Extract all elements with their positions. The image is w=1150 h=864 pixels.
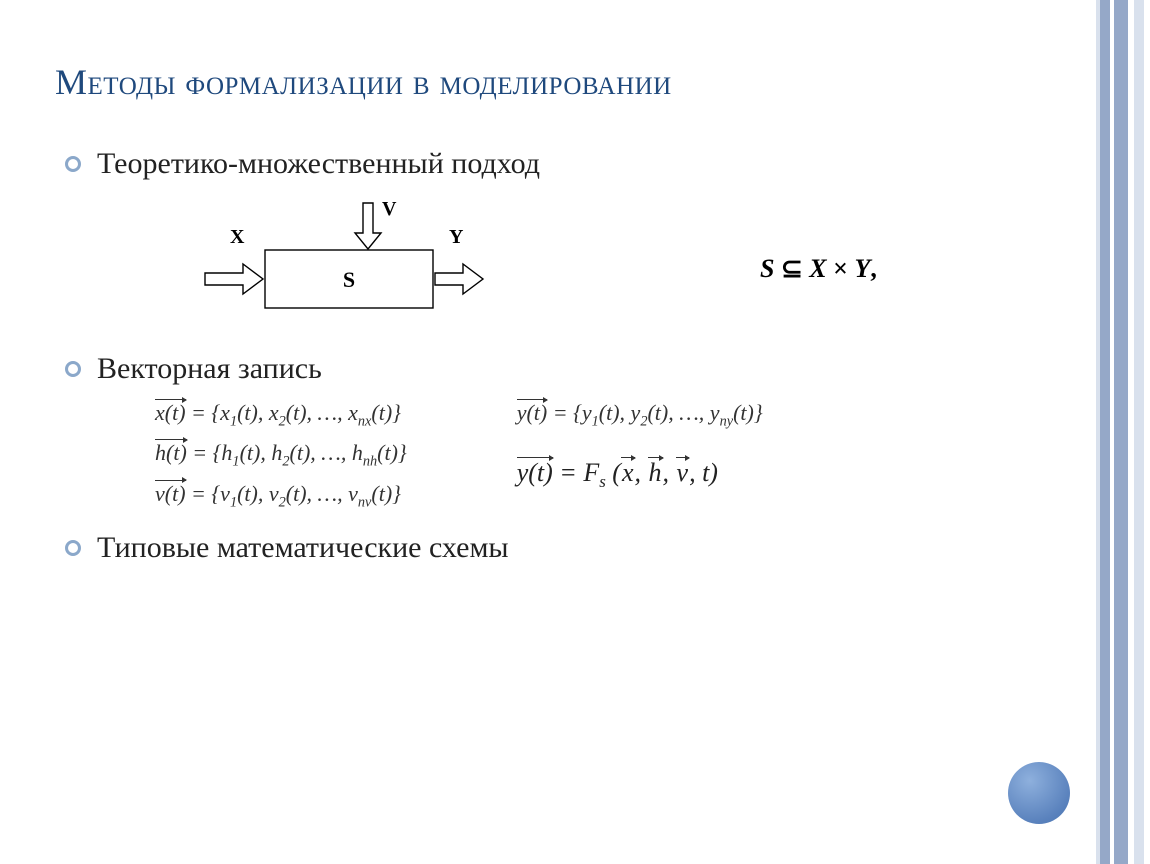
- right-accent-bars: [1096, 0, 1150, 864]
- system-block-diagram: S V X Y: [175, 195, 495, 330]
- diagram-label-s: S: [343, 267, 355, 292]
- bullet-3: Типовые математические схемы: [55, 531, 1055, 565]
- formula-v: v(t) = {v1(t), v2(t), …, vnv(t)}: [155, 481, 407, 511]
- bullet-1-text: Теоретико-множественный подход: [97, 147, 540, 181]
- diagram-label-y: Y: [449, 226, 464, 248]
- formula-main: y(t) = Fs (x, h, v, t): [517, 458, 763, 492]
- set-relation-formula: S ⊆ X × Y,: [760, 254, 877, 284]
- diagram-label-x: X: [230, 226, 245, 248]
- formula-y: y(t) = {y1(t), y2(t), …, yny(t)}: [517, 400, 763, 430]
- content-area: Методы формализации в моделировании Теор…: [0, 0, 1095, 864]
- formula-x: x(t) = {x1(t), x2(t), …, xnx(t)}: [155, 400, 407, 430]
- formula-h: h(t) = {h1(t), h2(t), …, hnh(t)}: [155, 440, 407, 470]
- vector-formulas-right: y(t) = {y1(t), y2(t), …, yny(t)} y(t) = …: [517, 400, 763, 511]
- slide: Методы формализации в моделировании Теор…: [0, 0, 1150, 864]
- bullet-ring-icon: [65, 540, 81, 556]
- slide-title: Методы формализации в моделировании: [55, 60, 1055, 105]
- bullet-ring-icon: [65, 361, 81, 377]
- bullet-2: Векторная запись: [55, 352, 1055, 386]
- bullet-ring-icon: [65, 156, 81, 172]
- vector-formulas-left: x(t) = {x1(t), x2(t), …, xnx(t)} h(t) = …: [155, 400, 407, 511]
- vector-formulas: x(t) = {x1(t), x2(t), …, xnx(t)} h(t) = …: [55, 400, 1055, 511]
- bullet-3-text: Типовые математические схемы: [97, 531, 509, 565]
- slide-number-badge: [1008, 762, 1070, 824]
- diagram-label-v: V: [382, 198, 397, 220]
- bullet-1: Теоретико-множественный подход: [55, 147, 1055, 181]
- diagram-row: S V X Y: [55, 195, 1055, 330]
- bullet-2-text: Векторная запись: [97, 352, 322, 386]
